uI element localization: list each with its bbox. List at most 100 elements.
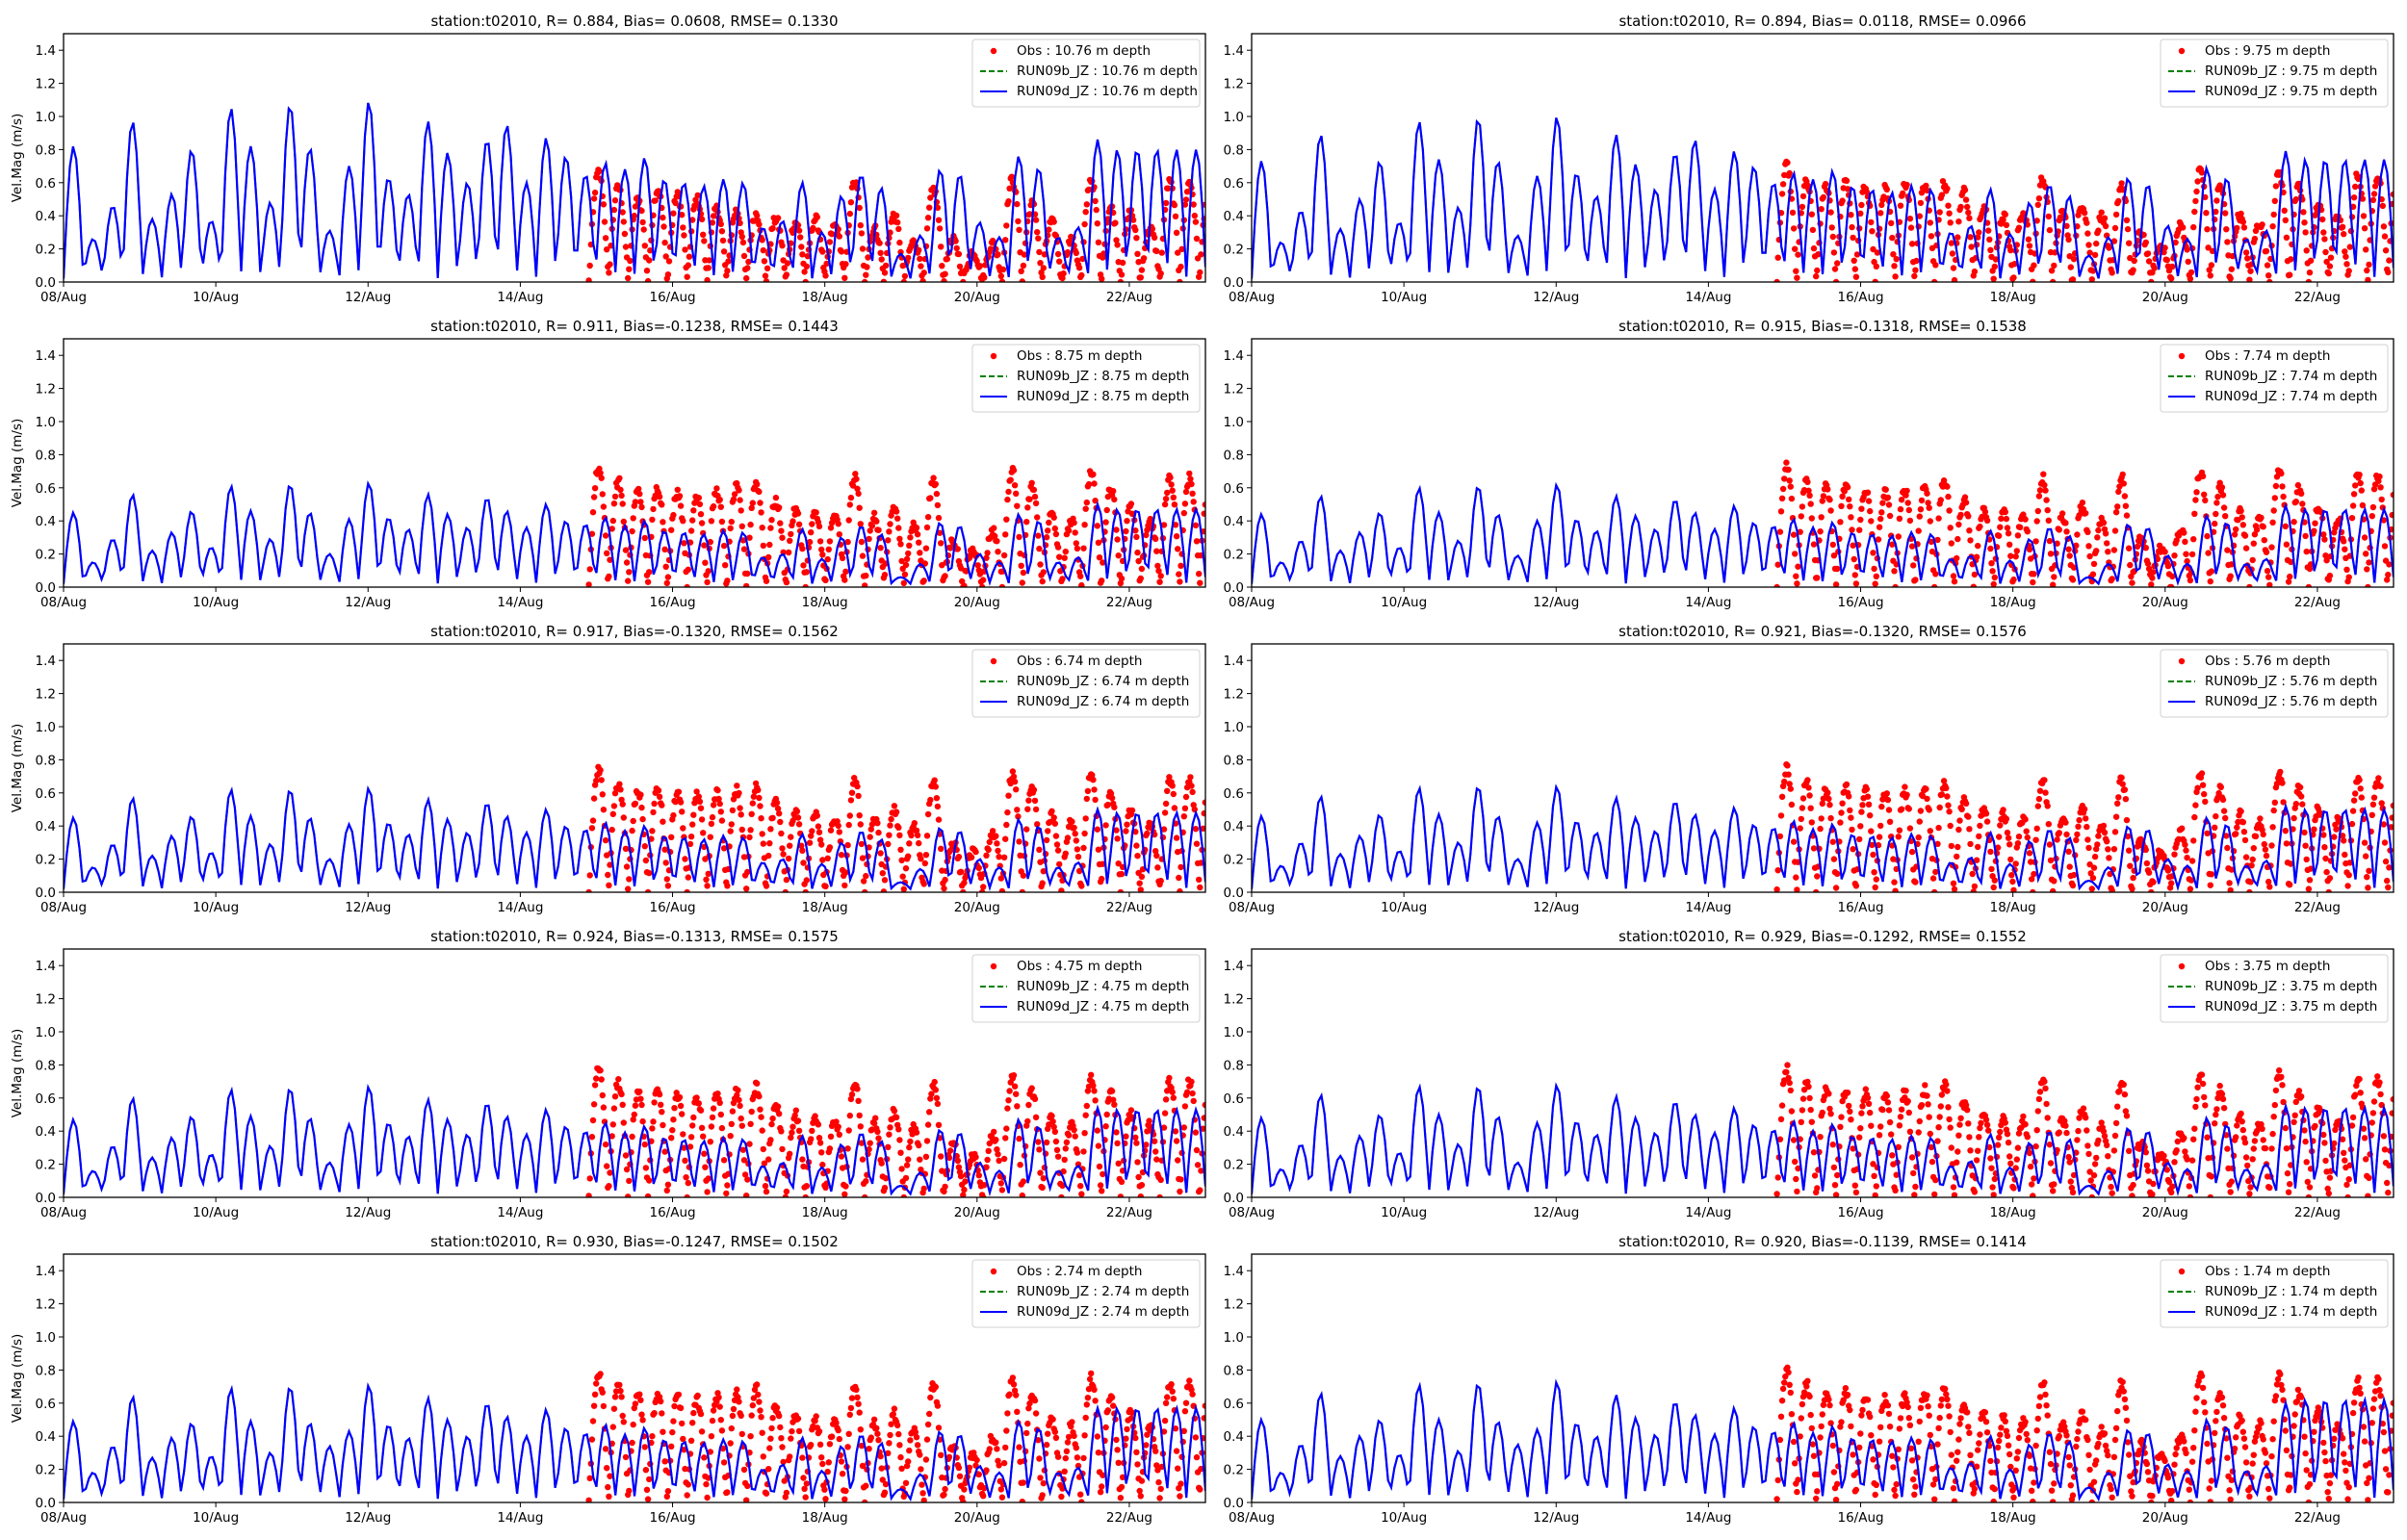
obs-point — [2366, 559, 2372, 566]
obs-point — [694, 192, 701, 199]
obs-point — [942, 270, 948, 277]
obs-point — [586, 872, 593, 879]
obs-point — [2350, 194, 2358, 201]
obs-point — [938, 244, 945, 250]
obs-point — [774, 1103, 782, 1110]
y-tick-label: 1.2 — [1224, 382, 1244, 398]
obs-point — [585, 888, 592, 892]
obs-point — [2130, 1181, 2136, 1189]
obs-point — [1957, 203, 1964, 211]
obs-point — [1992, 256, 2000, 263]
obs-point — [1827, 507, 1834, 514]
obs-point — [813, 509, 819, 516]
obs-point — [1191, 806, 1199, 813]
obs-point — [1978, 1119, 1984, 1127]
obs-point — [760, 246, 766, 254]
obs-point — [2344, 1194, 2351, 1197]
obs-point — [1005, 1097, 1012, 1104]
obs-point — [1785, 771, 1792, 778]
obs-point — [941, 1188, 947, 1195]
obs-point — [897, 248, 904, 256]
y-tick-label: 0.8 — [36, 142, 56, 158]
obs-point — [873, 518, 880, 525]
obs-point — [1916, 1117, 1924, 1125]
obs-point — [2280, 493, 2287, 500]
obs-point — [2119, 471, 2126, 478]
obs-point — [700, 830, 707, 836]
obs-point — [2322, 1157, 2329, 1165]
obs-point — [623, 863, 631, 870]
obs-point — [777, 520, 784, 526]
obs-point — [2144, 1168, 2152, 1174]
obs-point — [1877, 515, 1884, 523]
obs-point — [1916, 818, 1924, 825]
obs-point — [839, 554, 846, 561]
obs-point — [727, 828, 734, 834]
obs-point — [2031, 571, 2037, 578]
obs-point — [1198, 1168, 1204, 1174]
obs-point — [1077, 573, 1084, 579]
obs-point — [1778, 191, 1786, 197]
obs-point — [1962, 196, 1970, 203]
obs-point — [739, 537, 747, 544]
obs-point — [1037, 1169, 1044, 1176]
obs-point — [855, 1097, 862, 1105]
obs-point — [1132, 829, 1139, 835]
obs-point — [886, 1131, 893, 1138]
obs-point — [1095, 539, 1102, 546]
obs-point — [668, 1135, 675, 1142]
obs-point — [1793, 268, 1799, 274]
obs-point — [2007, 856, 2014, 863]
x-tick-label: 12/Aug — [345, 290, 391, 305]
obs-point — [680, 1131, 686, 1138]
obs-point — [2279, 483, 2286, 490]
obs-point — [1987, 246, 1994, 253]
obs-point — [1891, 568, 1898, 575]
obs-point — [1118, 575, 1126, 582]
obs-point — [662, 253, 669, 260]
obs-point — [812, 1113, 818, 1119]
obs-point — [1814, 575, 1821, 581]
obs-point — [585, 277, 592, 282]
obs-point — [1193, 235, 1201, 243]
obs-point — [758, 815, 764, 822]
obs-point — [867, 834, 873, 840]
obs-point — [1991, 1175, 1998, 1183]
obs-point — [644, 1193, 652, 1197]
obs-point — [2262, 846, 2269, 853]
obs-point — [1183, 1089, 1191, 1096]
obs-point — [1851, 1182, 1859, 1189]
obs-point — [2129, 886, 2135, 892]
obs-point — [1049, 1118, 1056, 1125]
obs-point — [1094, 523, 1101, 529]
obs-point — [2121, 1091, 2129, 1098]
obs-point — [2087, 870, 2094, 877]
obs-point — [1005, 198, 1012, 205]
obs-point — [1852, 273, 1860, 280]
obs-point — [833, 1118, 840, 1125]
obs-point — [2233, 526, 2239, 533]
obs-point — [1090, 777, 1097, 783]
obs-point — [677, 799, 685, 806]
y-tick-label: 0.2 — [36, 853, 56, 868]
obs-point — [1806, 792, 1813, 799]
obs-point — [1896, 515, 1903, 522]
obs-point — [2035, 195, 2043, 202]
obs-point — [1905, 806, 1913, 812]
obs-point — [1133, 842, 1140, 849]
obs-point — [847, 797, 855, 804]
obs-point — [1820, 193, 1827, 201]
obs-point — [814, 812, 820, 819]
obs-point — [698, 216, 706, 222]
obs-point — [1873, 573, 1880, 579]
obs-point — [1074, 1149, 1081, 1156]
obs-point — [1099, 875, 1105, 883]
obs-point — [1971, 883, 1979, 890]
obs-point — [847, 199, 855, 206]
obs-point — [1113, 827, 1120, 834]
obs-point — [2142, 846, 2149, 854]
obs-point — [1806, 492, 1813, 499]
obs-point — [697, 511, 705, 518]
obs-point — [2350, 491, 2358, 498]
obs-point — [935, 816, 943, 823]
